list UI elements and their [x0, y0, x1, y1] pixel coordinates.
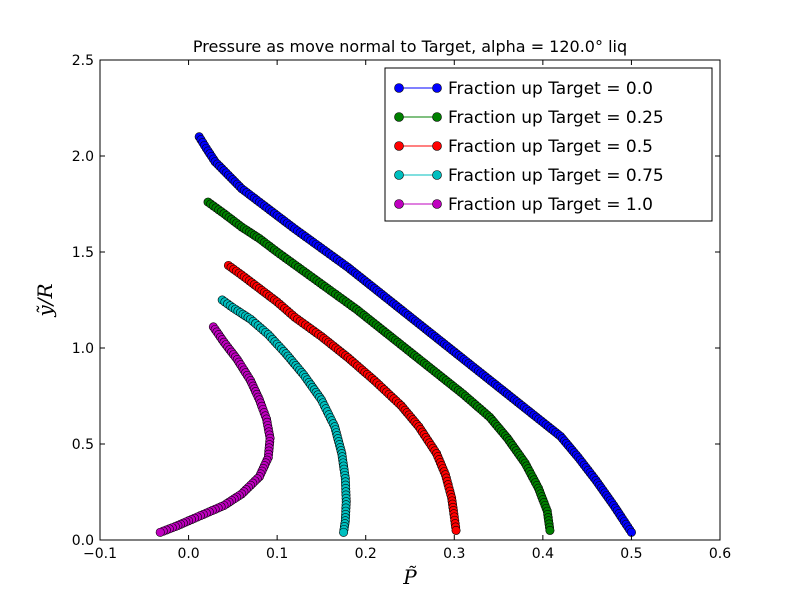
legend-entry: Fraction up Target = 0.25 — [394, 108, 664, 128]
legend: Fraction up Target = 0.0 Fraction up Targ… — [384, 67, 713, 222]
legend-entry: Fraction up Target = 0.75 — [394, 166, 664, 186]
series-1 — [203, 197, 555, 535]
y-axis: 0.0 0.5 1.0 1.5 2.0 2.5 — [72, 53, 720, 549]
y-tick-label: 2.0 — [72, 149, 94, 165]
x-tick-label: 0.1 — [266, 546, 288, 562]
y-axis-label: ỹ/R — [33, 283, 57, 317]
x-tick-label: 0.5 — [620, 546, 642, 562]
legend-marker — [432, 83, 442, 93]
legend-marker — [394, 112, 404, 122]
series-group — [155, 132, 636, 537]
legend-marker — [394, 170, 404, 180]
series-0 — [194, 132, 636, 537]
series-3 — [217, 295, 351, 537]
legend-marker — [394, 199, 404, 209]
legend-label: Fraction up Target = 0.75 — [448, 166, 664, 186]
legend-label: Fraction up Target = 0.0 — [448, 79, 653, 99]
x-tick-label: 0.0 — [177, 546, 199, 562]
series-4 — [155, 322, 275, 537]
series-2 — [223, 260, 461, 535]
legend-entry: Fraction up Target = 0.0 — [394, 79, 653, 99]
legend-marker — [394, 83, 404, 93]
x-tick-label: −0.1 — [83, 546, 117, 562]
legend-label: Fraction up Target = 0.5 — [448, 137, 653, 157]
legend-marker — [432, 141, 442, 151]
x-tick-label: 0.3 — [443, 546, 465, 562]
data-point — [545, 525, 555, 535]
y-tick-label: 1.0 — [72, 341, 94, 357]
legend-entry: Fraction up Target = 0.5 — [394, 137, 653, 157]
x-tick-label: 0.2 — [355, 546, 377, 562]
legend-marker — [432, 170, 442, 180]
x-tick-label: 0.4 — [532, 546, 554, 562]
x-tick-label: 0.6 — [709, 546, 731, 562]
plot-frame — [99, 59, 721, 541]
chart-title: Pressure as move normal to Target, alpha… — [193, 37, 627, 56]
legend-entry: Fraction up Target = 1.0 — [394, 195, 653, 215]
y-tick-label: 2.5 — [72, 53, 94, 69]
legend-marker — [432, 112, 442, 122]
legend-marker — [394, 141, 404, 151]
y-tick-label: 0.5 — [72, 437, 94, 453]
data-point — [451, 525, 461, 535]
x-axis: −0.1 0.0 0.1 0.2 0.3 0.4 0.5 0.6 — [83, 60, 731, 562]
y-tick-label: 1.5 — [72, 245, 94, 261]
x-axis-label: P̃ — [402, 565, 417, 589]
legend-label: Fraction up Target = 0.25 — [448, 108, 664, 128]
data-point — [155, 527, 165, 537]
legend-label: Fraction up Target = 1.0 — [448, 195, 653, 215]
legend-marker — [432, 199, 442, 209]
data-point — [339, 527, 349, 537]
y-tick-label: 0.0 — [72, 533, 94, 549]
